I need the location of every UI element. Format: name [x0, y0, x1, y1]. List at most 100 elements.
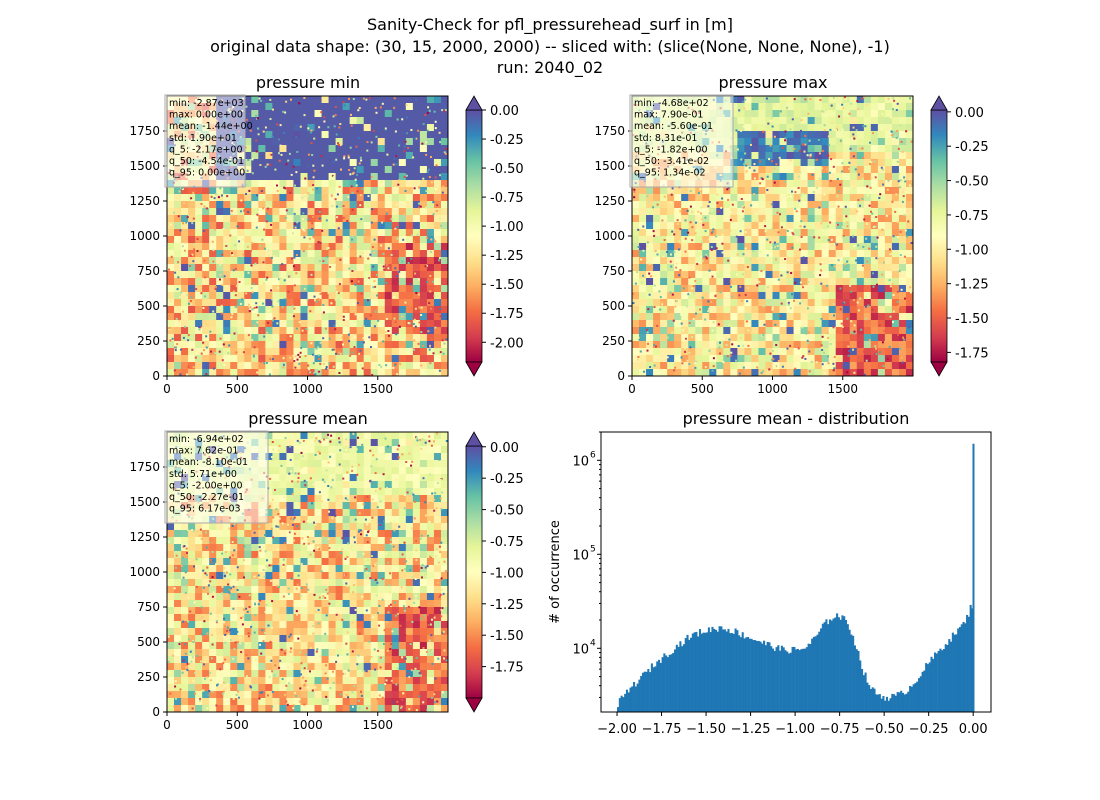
map-speckle-dot [184, 210, 187, 213]
map-cell [863, 145, 872, 153]
map-cell [632, 229, 640, 237]
map-cell [793, 96, 802, 104]
map-speckle-dot [348, 97, 350, 100]
map-speckle-dot [340, 298, 343, 301]
map-cell [674, 341, 682, 349]
map-speckle-dot [427, 168, 430, 171]
map-cell [328, 348, 337, 356]
map-cell [870, 292, 879, 300]
map-speckle-dot [193, 248, 196, 251]
map-speckle-dot [282, 110, 285, 113]
map-cell [807, 348, 816, 356]
map-cell [181, 313, 189, 321]
map-cell [702, 222, 710, 230]
map-cell [314, 341, 322, 349]
map-speckle-dot [354, 336, 357, 339]
map-cell [419, 173, 428, 181]
map-speckle-dot [357, 137, 360, 139]
map-cell [884, 292, 893, 300]
map-cell [433, 285, 442, 293]
map-speckle-dot [253, 306, 256, 309]
map-speckle-dot [348, 267, 351, 270]
map-cell [793, 355, 802, 363]
map-cell [800, 341, 809, 349]
map-speckle-dot [882, 183, 885, 186]
map-speckle-dot [747, 287, 750, 289]
map-cell [412, 103, 421, 111]
map-cell [765, 341, 773, 349]
map-speckle-dot [348, 169, 351, 171]
map-cell [342, 299, 351, 307]
map-speckle-dot [412, 323, 415, 325]
map-cell [265, 292, 273, 300]
map-speckle-dot [439, 315, 442, 318]
map-speckle-dot [392, 163, 395, 166]
map-speckle-dot [715, 234, 718, 237]
map-cell [209, 299, 217, 307]
map-speckle-dot [669, 260, 672, 263]
map-cell [363, 215, 372, 223]
map-speckle-dot [337, 142, 340, 145]
map-speckle-dot [642, 225, 645, 228]
map-cell [391, 222, 400, 230]
map-cell [314, 285, 322, 293]
map-speckle-dot [746, 300, 749, 303]
map-speckle-dot [431, 280, 434, 283]
map-speckle-dot [887, 179, 890, 182]
map-cell [433, 257, 442, 265]
map-speckle-dot [217, 196, 220, 199]
map-cell [856, 271, 865, 279]
map-speckle-dot [283, 298, 286, 301]
map-cell [772, 320, 780, 328]
map-cell [884, 320, 893, 328]
map-speckle-dot [369, 314, 372, 317]
map-cell [793, 334, 802, 342]
map-cell [632, 341, 640, 349]
map-cell [181, 264, 189, 272]
map-cell [786, 278, 794, 286]
map-speckle-dot [656, 253, 659, 256]
map-cell [314, 369, 322, 377]
map-speckle-dot [334, 106, 337, 108]
map-cell [737, 201, 745, 209]
map-cell [286, 110, 294, 118]
map-cell [688, 187, 696, 195]
map-cell [174, 355, 182, 363]
map-cell [258, 201, 266, 209]
map-cell [405, 173, 414, 181]
map-speckle-dot [430, 307, 433, 310]
map-speckle-dot [650, 275, 653, 278]
map-cell [849, 362, 858, 370]
map-cell [426, 131, 435, 139]
map-speckle-dot [825, 284, 828, 287]
map-cell [265, 96, 273, 104]
map-cell [419, 327, 428, 335]
map-cell [356, 208, 365, 216]
map-cell [800, 348, 809, 356]
map-cell [632, 264, 640, 272]
map-cell [884, 110, 893, 118]
map-cell [779, 131, 787, 139]
map-cell [660, 187, 668, 195]
map-speckle-dot [293, 284, 296, 287]
map-cell [898, 215, 907, 223]
map-speckle-dot [881, 228, 884, 231]
map-speckle-dot [387, 330, 390, 332]
map-cell [898, 313, 907, 321]
map-cell [891, 236, 900, 244]
map-speckle-dot [313, 320, 316, 323]
map-cell [370, 103, 379, 111]
map-cell [251, 285, 259, 293]
map-speckle-dot [738, 109, 741, 112]
map-cell [765, 166, 773, 174]
map-cell [905, 243, 914, 251]
map-cell [737, 173, 745, 181]
map-cell [363, 124, 372, 132]
map-speckle-dot [214, 352, 217, 355]
map-cell [786, 145, 794, 153]
map-speckle-dot [234, 305, 237, 308]
map-cell [758, 362, 766, 370]
map-cell [884, 229, 893, 237]
map-cell [723, 313, 731, 321]
map-cell [412, 215, 421, 223]
